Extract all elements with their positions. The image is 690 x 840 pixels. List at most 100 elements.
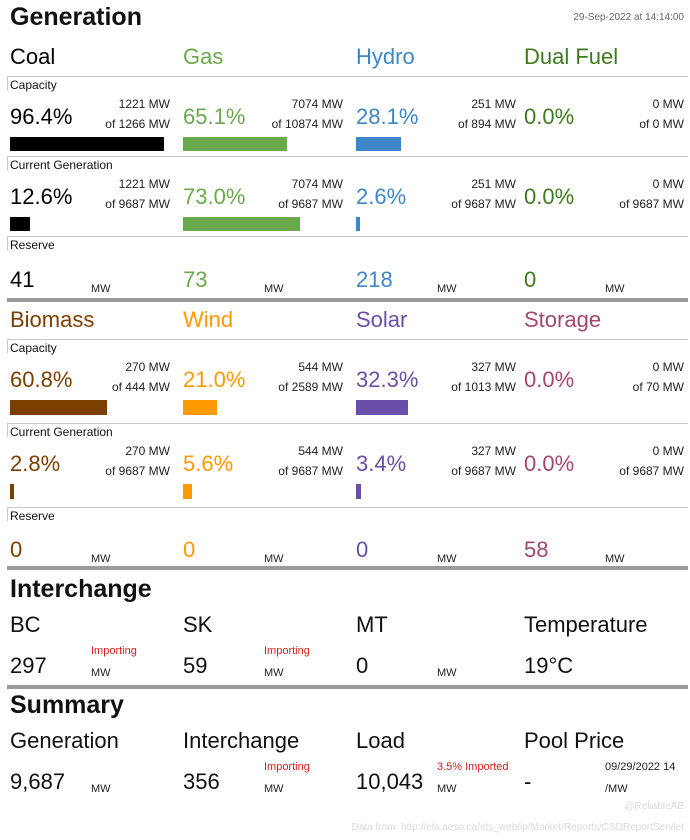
- dual-fuel-reserve-unit: MW: [605, 283, 625, 295]
- biomass-reserve-value: 0: [10, 537, 23, 562]
- gas-current-numbers: 7074 MW of 9687 MW: [243, 174, 343, 214]
- summary-interchange-unit: MW: [264, 783, 284, 795]
- interchange-bc-value: 297: [10, 653, 47, 678]
- coal-current-mw: 1221 MW: [118, 177, 170, 191]
- interchange-title: Interchange: [10, 575, 152, 603]
- gas-current-bar: [183, 217, 300, 231]
- wind-capacity-bar: [183, 400, 217, 415]
- hydro-reserve-unit: MW: [437, 283, 457, 295]
- solar-reserve-value: 0: [356, 537, 369, 562]
- solar-current-total: of 9687 MW: [451, 464, 516, 478]
- hydro-current-numbers: 251 MW of 9687 MW: [416, 174, 516, 214]
- wind-reserve-value: 0: [183, 537, 196, 562]
- gas-reserve-unit: MW: [264, 283, 284, 295]
- coal-current-numbers: 1221 MW of 9687 MW: [70, 174, 170, 214]
- solar-current-mw: 327 MW: [471, 444, 516, 458]
- summary-pool-price-unit: /MW: [605, 783, 628, 795]
- dual-fuel-name: Dual Fuel: [524, 44, 619, 69]
- wind-current-mw: 544 MW: [298, 444, 343, 458]
- biomass-current-numbers: 270 MW of 9687 MW: [70, 441, 170, 481]
- gas-capacity-total: of 10874 MW: [271, 117, 343, 131]
- storage-capacity-total: of 70 MW: [632, 380, 684, 394]
- biomass-capacity-bar: [10, 400, 107, 415]
- hydro-capacity-bar: [356, 137, 401, 151]
- gas-current-pct: 73.0%: [183, 184, 246, 209]
- storage-current-total: of 9687 MW: [619, 464, 684, 478]
- storage-current-numbers: 0 MW of 9687 MW: [584, 441, 684, 481]
- interchange-sk-unit: MW: [264, 667, 284, 679]
- separator-line: [7, 339, 8, 353]
- storage-capacity-numbers: 0 MW of 70 MW: [584, 357, 684, 397]
- coal-current-pct: 12.6%: [10, 184, 73, 209]
- separator-line: [7, 156, 8, 170]
- summary-load-status: 3.5% Imported: [437, 761, 509, 773]
- solar-capacity-pct: 32.3%: [356, 367, 419, 392]
- section-divider: [7, 298, 688, 302]
- separator-line: [7, 423, 8, 437]
- capacity-label: Capacity: [10, 78, 57, 92]
- timestamp: 29-Sep-2022 at 14:14:00: [573, 12, 684, 23]
- interchange-bc-label: BC: [10, 612, 41, 637]
- coal-reserve-unit: MW: [91, 283, 111, 295]
- biomass-reserve-unit: MW: [91, 553, 111, 565]
- storage-name: Storage: [524, 307, 602, 332]
- summary-pool-price-value: -: [524, 769, 532, 794]
- hydro-reserve-value: 218: [356, 267, 393, 292]
- gas-capacity-mw: 7074 MW: [291, 97, 343, 111]
- wind-capacity-pct: 21.0%: [183, 367, 246, 392]
- coal-current-bar: [10, 217, 30, 231]
- current-generation-label: Current Generation: [10, 158, 113, 172]
- dual-fuel-capacity-total: of 0 MW: [639, 117, 684, 131]
- interchange-sk-status: Importing: [264, 645, 310, 657]
- biomass-current-total: of 9687 MW: [105, 464, 170, 478]
- data-source-link[interactable]: Data from: http://ets.aeso.ca/ets_web/ip…: [351, 822, 684, 833]
- summary-interchange-value: 356: [183, 769, 220, 794]
- interchange-bc-unit: MW: [91, 667, 111, 679]
- gas-capacity-pct: 65.1%: [183, 104, 246, 129]
- biomass-capacity-pct: 60.8%: [10, 367, 73, 392]
- coal-capacity-total: of 1266 MW: [105, 117, 170, 131]
- biomass-capacity-numbers: 270 MW of 444 MW: [70, 357, 170, 397]
- storage-reserve-value: 58: [524, 537, 549, 562]
- section-divider: [7, 566, 688, 570]
- coal-reserve-value: 41: [10, 267, 35, 292]
- hydro-current-bar: [356, 217, 360, 231]
- solar-reserve-unit: MW: [437, 553, 457, 565]
- gas-capacity-numbers: 7074 MW of 10874 MW: [243, 94, 343, 134]
- solar-capacity-total: of 1013 MW: [451, 380, 516, 394]
- separator-line: [7, 236, 688, 237]
- hydro-capacity-numbers: 251 MW of 894 MW: [416, 94, 516, 134]
- current-generation-label: Current Generation: [10, 425, 113, 439]
- summary-title: Summary: [10, 691, 124, 719]
- separator-line: [7, 507, 8, 521]
- hydro-current-mw: 251 MW: [471, 177, 516, 191]
- summary-interchange-label: Interchange: [183, 728, 300, 753]
- summary-load-unit: MW: [437, 783, 457, 795]
- summary-interchange-status: Importing: [264, 761, 310, 773]
- gas-current-total: of 9687 MW: [278, 197, 343, 211]
- wind-capacity-mw: 544 MW: [298, 360, 343, 374]
- hydro-capacity-mw: 251 MW: [471, 97, 516, 111]
- summary-load-value: 10,043: [356, 769, 424, 794]
- hydro-capacity-pct: 28.1%: [356, 104, 419, 129]
- interchange-mt-value: 0: [356, 653, 369, 678]
- wind-current-numbers: 544 MW of 9687 MW: [243, 441, 343, 481]
- solar-current-pct: 3.4%: [356, 451, 407, 476]
- biomass-current-bar: [10, 484, 14, 499]
- wind-reserve-unit: MW: [264, 553, 284, 565]
- interchange-sk-value: 59: [183, 653, 208, 678]
- wind-capacity-numbers: 544 MW of 2589 MW: [243, 357, 343, 397]
- biomass-current-mw: 270 MW: [125, 444, 170, 458]
- gas-capacity-bar: [183, 137, 287, 151]
- capacity-label: Capacity: [10, 341, 57, 355]
- summary-load-label: Load: [356, 728, 405, 753]
- interchange-mt-unit: MW: [437, 667, 457, 679]
- twitter-handle: @ReliableAB: [624, 801, 684, 812]
- storage-capacity-mw: 0 MW: [652, 360, 684, 374]
- wind-name: Wind: [183, 307, 234, 332]
- gas-reserve-value: 73: [183, 267, 208, 292]
- biomass-current-pct: 2.8%: [10, 451, 61, 476]
- solar-current-numbers: 327 MW of 9687 MW: [416, 441, 516, 481]
- coal-capacity-mw: 1221 MW: [118, 97, 170, 111]
- interchange-temperature-label: Temperature: [524, 612, 648, 637]
